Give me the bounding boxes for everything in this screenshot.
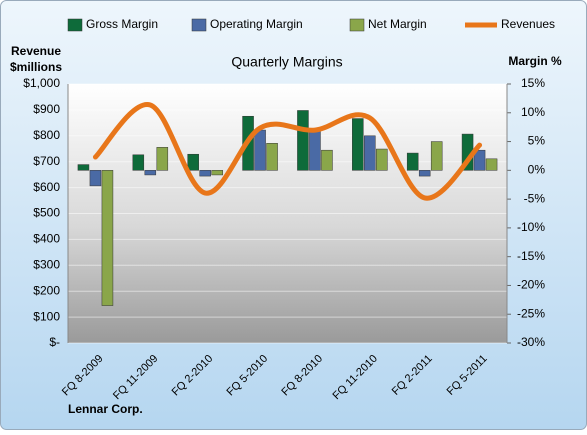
y-axis-label: $millions — [10, 60, 62, 74]
y-tick-label: $400 — [33, 232, 60, 246]
legend-label: Revenues — [501, 17, 555, 31]
bar — [309, 129, 321, 171]
bar — [473, 149, 486, 171]
bar — [406, 152, 419, 171]
y2-tick-label: -20% — [517, 278, 545, 292]
bar — [297, 110, 309, 171]
bar — [376, 148, 388, 171]
y-tick-label: $500 — [33, 206, 60, 220]
bar — [266, 143, 278, 171]
bar — [430, 141, 443, 171]
y-tick-label: $1,000 — [23, 76, 60, 90]
bar — [254, 129, 266, 171]
bar — [418, 170, 431, 177]
y-tick-label: $800 — [33, 128, 60, 142]
legend-swatch — [191, 18, 207, 32]
y-tick-label: $600 — [33, 180, 60, 194]
y-tick-label: $- — [49, 335, 60, 349]
legend-label: Gross Margin — [86, 17, 158, 31]
y2-axis-label: Margin % — [508, 54, 562, 68]
bar — [156, 147, 169, 171]
y-axis-label: Revenue — [11, 44, 61, 58]
y2-tick-label: 5% — [528, 134, 546, 148]
y2-tick-label: 15% — [521, 76, 545, 90]
y-tick-label: $300 — [33, 257, 60, 271]
bar — [101, 170, 114, 306]
y-tick-label: $700 — [33, 154, 60, 168]
bar — [352, 118, 364, 171]
legend-label: Net Margin — [368, 17, 427, 31]
y2-tick-label: -30% — [517, 335, 545, 349]
bar — [485, 158, 498, 171]
line — [92, 102, 483, 201]
bar — [144, 170, 157, 176]
bar — [187, 153, 199, 171]
y2-tick-label: 10% — [521, 105, 545, 119]
bar — [89, 170, 102, 187]
bar — [132, 154, 145, 171]
y2-tick-label: -25% — [517, 306, 545, 320]
legend-swatch — [67, 18, 83, 32]
y-tick-label: $900 — [33, 102, 60, 116]
y-tick-label: $200 — [33, 283, 60, 297]
y2-tick-label: -15% — [517, 249, 545, 263]
y-tick-label: $100 — [33, 309, 60, 323]
chart-title: Quarterly Margins — [231, 54, 342, 70]
y2-tick-label: 0% — [528, 163, 546, 177]
bar — [199, 170, 211, 177]
legend-label: Operating Margin — [210, 17, 303, 31]
footer: Lennar Corp. — [68, 402, 143, 416]
y2-tick-label: -5% — [524, 191, 546, 205]
y2-tick-label: -10% — [517, 220, 545, 234]
bar — [77, 164, 90, 171]
bar — [211, 170, 223, 176]
legend-swatch — [349, 18, 365, 32]
bar — [321, 149, 333, 171]
bar — [364, 135, 376, 171]
